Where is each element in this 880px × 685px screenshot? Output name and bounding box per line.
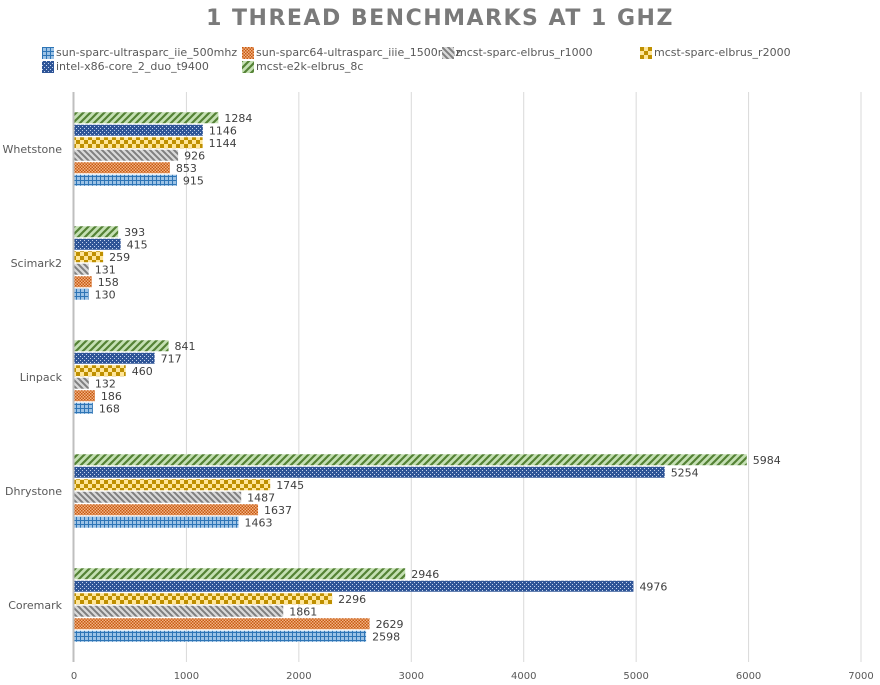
data-label: 1144 (209, 137, 237, 150)
data-label: 393 (124, 226, 145, 239)
bar (74, 593, 333, 605)
bar (74, 390, 95, 402)
legend-swatch (242, 60, 254, 73)
legend-label: mcst-sparc-elbrus_r2000 (654, 46, 791, 59)
bar (74, 238, 121, 250)
bar (74, 137, 203, 149)
data-label: 841 (175, 340, 196, 353)
bars (74, 112, 747, 642)
legend-swatch (42, 60, 54, 73)
bar (74, 466, 665, 478)
bar (74, 288, 89, 300)
legend-label: mcst-sparc-elbrus_r1000 (456, 46, 593, 59)
legend-label: mcst-e2k-elbrus_8c (256, 60, 364, 73)
bar (74, 226, 119, 238)
bar (74, 605, 284, 617)
data-label: 5984 (753, 454, 781, 467)
bar (74, 340, 169, 352)
x-tick-label: 0 (71, 671, 77, 682)
legend-swatch (242, 46, 254, 59)
data-label: 131 (95, 263, 116, 276)
data-label: 168 (99, 402, 120, 415)
bar (74, 352, 155, 364)
bar (74, 580, 634, 592)
legend-item: mcst-sparc-elbrus_r1000 (442, 46, 593, 59)
data-label: 926 (184, 149, 205, 162)
data-label: 1637 (264, 504, 292, 517)
data-label: 1861 (289, 605, 317, 618)
chart-title: 1 THREAD BENCHMARKS AT 1 GHZ (206, 6, 674, 31)
data-label: 717 (161, 352, 182, 365)
bar (74, 454, 747, 466)
data-label: 915 (183, 174, 204, 187)
x-tick-label: 2000 (286, 671, 311, 682)
data-label: 132 (95, 377, 116, 390)
data-label: 2296 (338, 593, 366, 606)
data-label: 1284 (224, 112, 252, 125)
bar (74, 365, 126, 377)
x-tick-label: 3000 (399, 671, 424, 682)
bar (74, 112, 219, 124)
bar (74, 263, 89, 275)
category-label: Scimark2 (11, 257, 62, 270)
x-tick-label: 6000 (736, 671, 761, 682)
bar (74, 162, 170, 174)
legend-swatch (640, 46, 652, 59)
bar (74, 630, 367, 642)
data-label: 853 (176, 162, 197, 175)
data-label: 415 (127, 238, 148, 251)
legend-swatch (442, 46, 454, 59)
legend-item: sun-sparc64-ultrasparc_iiie_1500mhz (242, 46, 461, 59)
x-tick-label: 4000 (511, 671, 536, 682)
legend-item: sun-sparc-ultrasparc_iie_500mhz (42, 46, 237, 59)
legend-label: intel-x86-core_2_duo_t9400 (56, 60, 209, 73)
bar (74, 251, 104, 263)
bar (74, 516, 239, 528)
bar (74, 618, 370, 630)
data-label: 2598 (372, 630, 400, 643)
legend-item: mcst-e2k-elbrus_8c (242, 60, 363, 73)
bar (74, 174, 177, 186)
legend-item: intel-x86-core_2_duo_t9400 (42, 60, 209, 73)
data-label: 1463 (244, 516, 272, 529)
data-label: 2946 (411, 568, 439, 581)
legend-swatch (42, 46, 54, 59)
bar (74, 491, 242, 503)
data-label: 1487 (247, 491, 275, 504)
category-label: Whetstone (3, 143, 63, 156)
data-label: 158 (98, 276, 119, 289)
x-tick-label: 1000 (174, 671, 199, 682)
gridlines (185, 92, 862, 662)
data-label: 1146 (209, 124, 237, 137)
category-label: Dhrystone (5, 485, 62, 498)
data-label: 130 (95, 288, 116, 301)
data-label: 2629 (376, 618, 404, 631)
category-label: Coremark (8, 599, 62, 612)
bar (74, 149, 179, 161)
data-label: 259 (109, 251, 130, 264)
bar (74, 377, 89, 389)
category-label: Linpack (20, 371, 63, 384)
bar (74, 276, 92, 288)
bar (74, 568, 406, 580)
data-label: 5254 (671, 466, 699, 479)
data-label: 1745 (276, 479, 304, 492)
bar (74, 479, 271, 491)
legend-label: sun-sparc-ultrasparc_iie_500mhz (56, 46, 238, 59)
bar (74, 124, 203, 136)
data-label: 4976 (639, 580, 667, 593)
data-label: 186 (101, 390, 122, 403)
bar (74, 402, 93, 414)
labels: 0 1000 2000 3000 4000 5000 6000 7000 Coremark 259… (3, 112, 874, 682)
bar (74, 504, 259, 516)
legend-item: mcst-sparc-elbrus_r2000 (640, 46, 791, 59)
x-tick-label: 7000 (848, 671, 873, 682)
x-tick-label: 5000 (623, 671, 648, 682)
data-label: 460 (132, 365, 153, 378)
legend-label: sun-sparc64-ultrasparc_iiie_1500mhz (256, 46, 462, 59)
